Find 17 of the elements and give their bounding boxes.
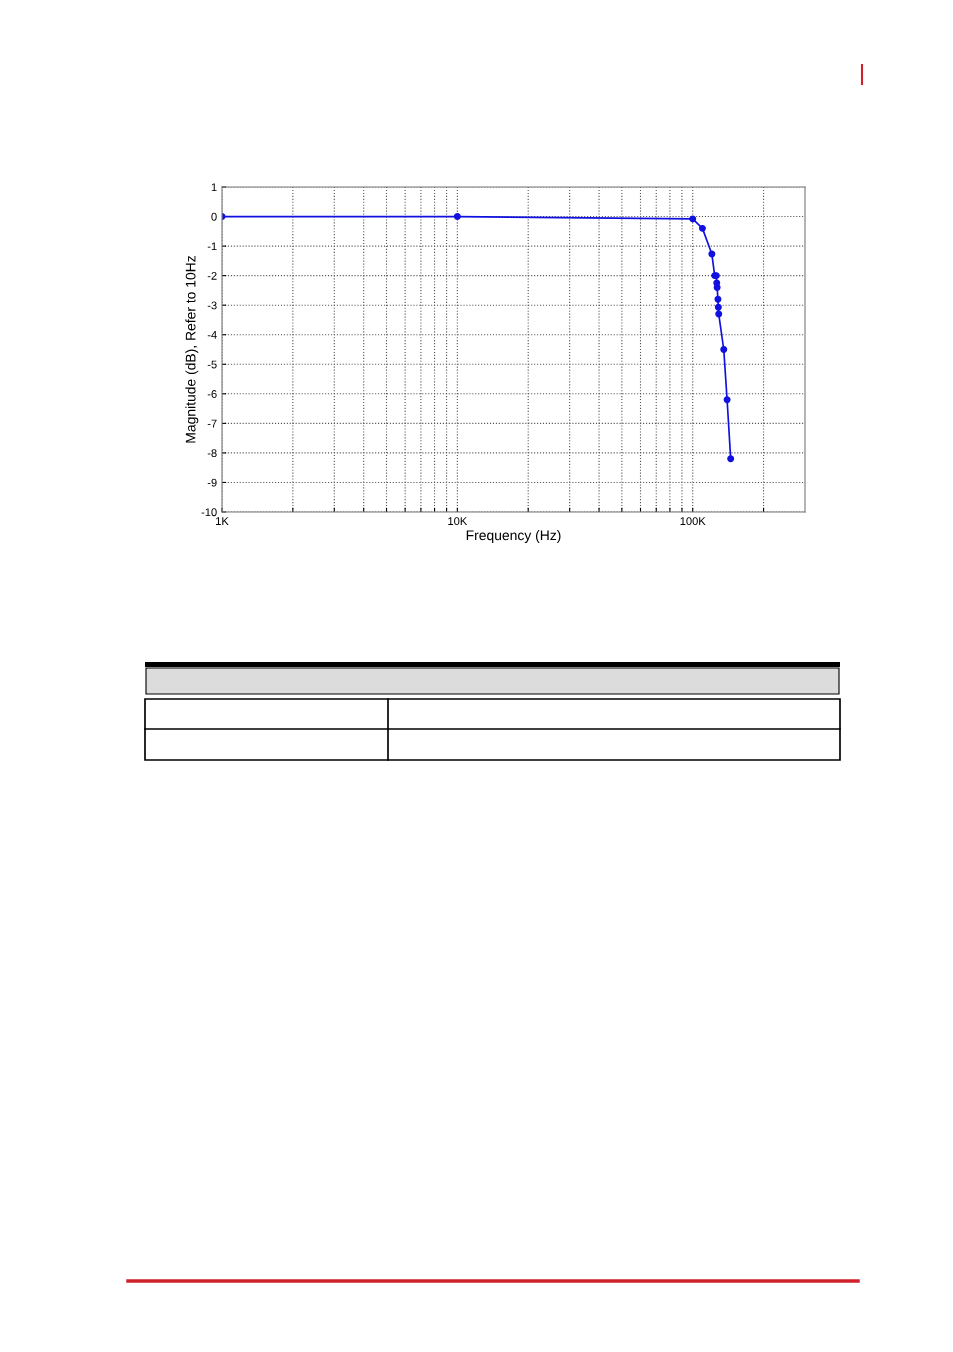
x-axis-title: Frequency (Hz) (466, 530, 561, 543)
y-tick-label: 1 (211, 183, 217, 192)
y-tick-label: 0 (211, 212, 217, 221)
y-tick-label: -6 (207, 390, 217, 398)
y-tick-label: -7 (207, 419, 217, 428)
y-tick-label: -2 (207, 271, 217, 280)
y-tick-label: -5 (207, 360, 217, 369)
y-tick-label: -10 (201, 508, 217, 517)
y-tick-label: -8 (207, 449, 217, 458)
y-tick-label: -9 (207, 478, 217, 487)
x-tick-label: 10K (448, 517, 468, 526)
x-tick-label: 1K (216, 517, 229, 525)
y-tick-label: -3 (207, 301, 217, 310)
x-tick-label: 100K (680, 517, 706, 526)
y-axis-title: Magnitude (dB), Refer to 10Hz (185, 256, 199, 443)
y-tick-label: -1 (207, 242, 217, 251)
y-tick-label: -4 (207, 331, 217, 339)
